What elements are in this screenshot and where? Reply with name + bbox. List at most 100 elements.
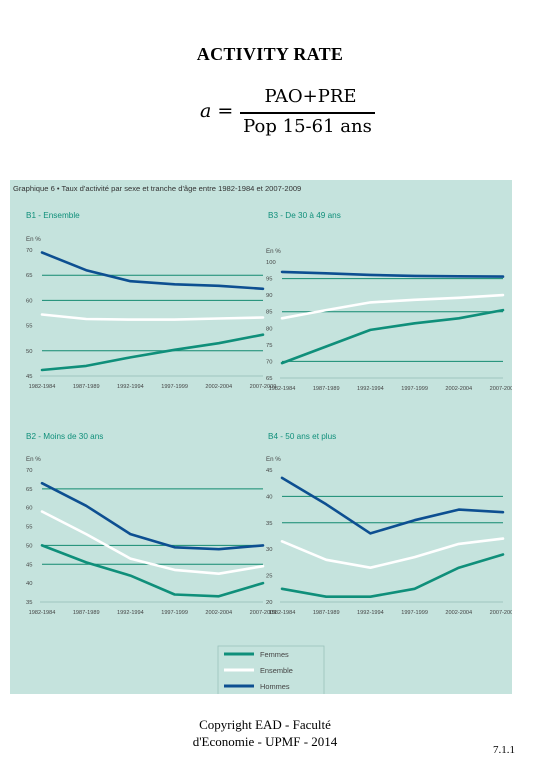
chart-3-line-hommes (40, 481, 265, 551)
chart-2-x-tick-label: 2007-2009 (490, 386, 512, 392)
chart-3-point-femmes (85, 561, 88, 564)
chart-1-point-hommes (85, 269, 88, 272)
chart-2-line-femmes (280, 308, 505, 365)
chart-4-point-ensemble (325, 558, 328, 561)
chart-1-point-ensemble (41, 313, 43, 316)
chart-4-x-tick-label: 2002-2004 (445, 610, 472, 616)
chart-2-x-tick-label: 1997-1999 (401, 386, 428, 392)
legend-box (217, 645, 325, 694)
chart-1-y-tick-label: 65 (26, 273, 32, 279)
copyright-footer: Copyright EAD - Faculté d'Economie - UPM… (170, 716, 360, 750)
chart-3-point-femmes (41, 544, 43, 547)
chart-4-line-femmes (280, 553, 505, 599)
chart-1-x-tick-label: 1982-1984 (29, 384, 56, 390)
chart-2-point-femmes (502, 309, 504, 311)
chart-3-point-femmes (129, 574, 132, 577)
chart-3-x-tick-label: 1982-1984 (29, 610, 56, 616)
chart-1-y-tick-label: 60 (26, 298, 32, 304)
formula-numerator: PAO+PRE (264, 86, 357, 107)
chart-2-line-hommes (280, 270, 505, 278)
footer-line-2: d'Economie - UPMF - 2014 (192, 734, 338, 749)
chart-2-line-ensemble (280, 293, 505, 320)
chart-1-unit-label: En % (26, 236, 41, 243)
chart-3-point-hommes (41, 482, 43, 485)
fraction-bar (240, 112, 375, 114)
chart-2-point-ensemble (369, 301, 372, 304)
chart-4-point-hommes (325, 503, 328, 506)
chart-4-point-femmes (369, 595, 372, 598)
chart-3-point-hommes (217, 548, 220, 551)
chart-3-point-ensemble (129, 557, 132, 560)
chart-4-point-ensemble (369, 566, 372, 569)
chart-3-point-hommes (173, 546, 176, 549)
chart-4-y-tick-label: 20 (266, 600, 272, 606)
chart-4-point-femmes (457, 566, 460, 569)
chart-2-point-hommes (369, 274, 372, 276)
chart-4-point-hommes (457, 508, 460, 511)
chart-2-point-hommes (413, 275, 416, 277)
chart-1-line-ensemble (40, 313, 265, 321)
legend-label-hommes: Hommes (260, 682, 290, 691)
chart-1-point-femmes (217, 342, 220, 345)
chart-2-x-tick-label: 2002-2004 (445, 386, 472, 392)
chart-3-y-tick-label: 45 (26, 562, 32, 568)
chart-3-x-tick-label: 1992-1994 (117, 610, 144, 616)
chart-1-point-femmes (129, 356, 132, 359)
chart-4-point-hommes (413, 519, 416, 522)
chart-3-point-hommes (85, 504, 88, 507)
figure-panel: Graphique 6 • Taux d'activité par sexe e… (10, 180, 512, 694)
chart-3-y-tick-label: 40 (26, 581, 32, 587)
chart-2-x-tick-label: 1992-1994 (357, 386, 384, 392)
chart-2-point-hommes (457, 275, 460, 278)
chart-4-y-tick-label: 45 (266, 468, 272, 474)
chart-1-y-tick-label: 55 (26, 324, 32, 330)
chart-2-y-tick-label: 85 (266, 310, 272, 316)
chart-4-point-ensemble (413, 556, 416, 559)
formula-lhs: a = (200, 100, 234, 122)
formula-denominator: Pop 15-61 ans (243, 116, 372, 137)
chart-2-y-tick-label: 100 (266, 260, 276, 266)
chart-1-point-ensemble (129, 318, 132, 321)
chart-4-y-tick-label: 35 (266, 521, 272, 527)
chart-3-point-femmes (173, 593, 176, 596)
chart-4-unit-label: En % (266, 456, 281, 463)
chart-2-y-tick-label: 90 (266, 293, 272, 299)
chart-1-point-hommes (217, 284, 220, 287)
chart-2-y-tick-label: 65 (266, 376, 272, 382)
chart-4-point-hommes (281, 477, 283, 479)
chart-2-y-tick-label: 75 (266, 343, 272, 349)
legend-label-ensemble: Ensemble (260, 666, 293, 675)
page-number: 7.1.1 (493, 744, 515, 756)
chart-2-point-femmes (325, 345, 328, 348)
chart-3-y-tick-label: 50 (26, 543, 32, 549)
chart-1-y-tick-label: 50 (26, 349, 32, 355)
chart-3-y-tick-label: 60 (26, 506, 32, 512)
chart-1-point-hommes (129, 280, 132, 283)
chart-2-point-femmes (281, 362, 283, 364)
chart-3-point-ensemble (41, 510, 43, 513)
chart-3-y-tick-label: 70 (26, 468, 32, 474)
chart-2-y-tick-label: 80 (266, 326, 272, 332)
activity-rate-charts: B1 - Ensemble En % 45 50 55 60 65 70 1982-1984 19… (26, 211, 512, 694)
chart-3-unit-label: En % (26, 456, 41, 463)
chart-3-point-ensemble (262, 565, 264, 568)
chart-1-y-tick-label: 45 (26, 374, 32, 380)
chart-1-line-hommes (40, 251, 265, 291)
chart-2-point-ensemble (325, 309, 328, 311)
chart-2-unit-label: En % (266, 248, 281, 255)
chart-1-point-ensemble (85, 318, 88, 320)
chart-1-point-femmes (262, 333, 264, 336)
chart-3-point-hommes (262, 544, 264, 547)
chart-3-y-tick-label: 55 (26, 525, 32, 531)
chart-1-x-tick-label: 1992-1994 (117, 384, 144, 390)
chart-3-x-tick-label: 1997-1999 (161, 610, 188, 616)
chart-4-x-tick-label: 1992-1994 (357, 610, 384, 616)
chart-3-y-tick-label: 35 (26, 600, 32, 606)
chart-4-point-femmes (281, 587, 283, 590)
chart-1-point-hommes (262, 287, 264, 290)
legend-label-femmes: Femmes (260, 650, 289, 659)
chart-2-y-tick-label: 95 (266, 277, 272, 283)
chart-2-point-ensemble (457, 296, 460, 299)
chart-3-x-tick-label: 2007-2009 (250, 610, 277, 616)
chart-1-x-tick-label: 1997-1999 (161, 384, 188, 390)
